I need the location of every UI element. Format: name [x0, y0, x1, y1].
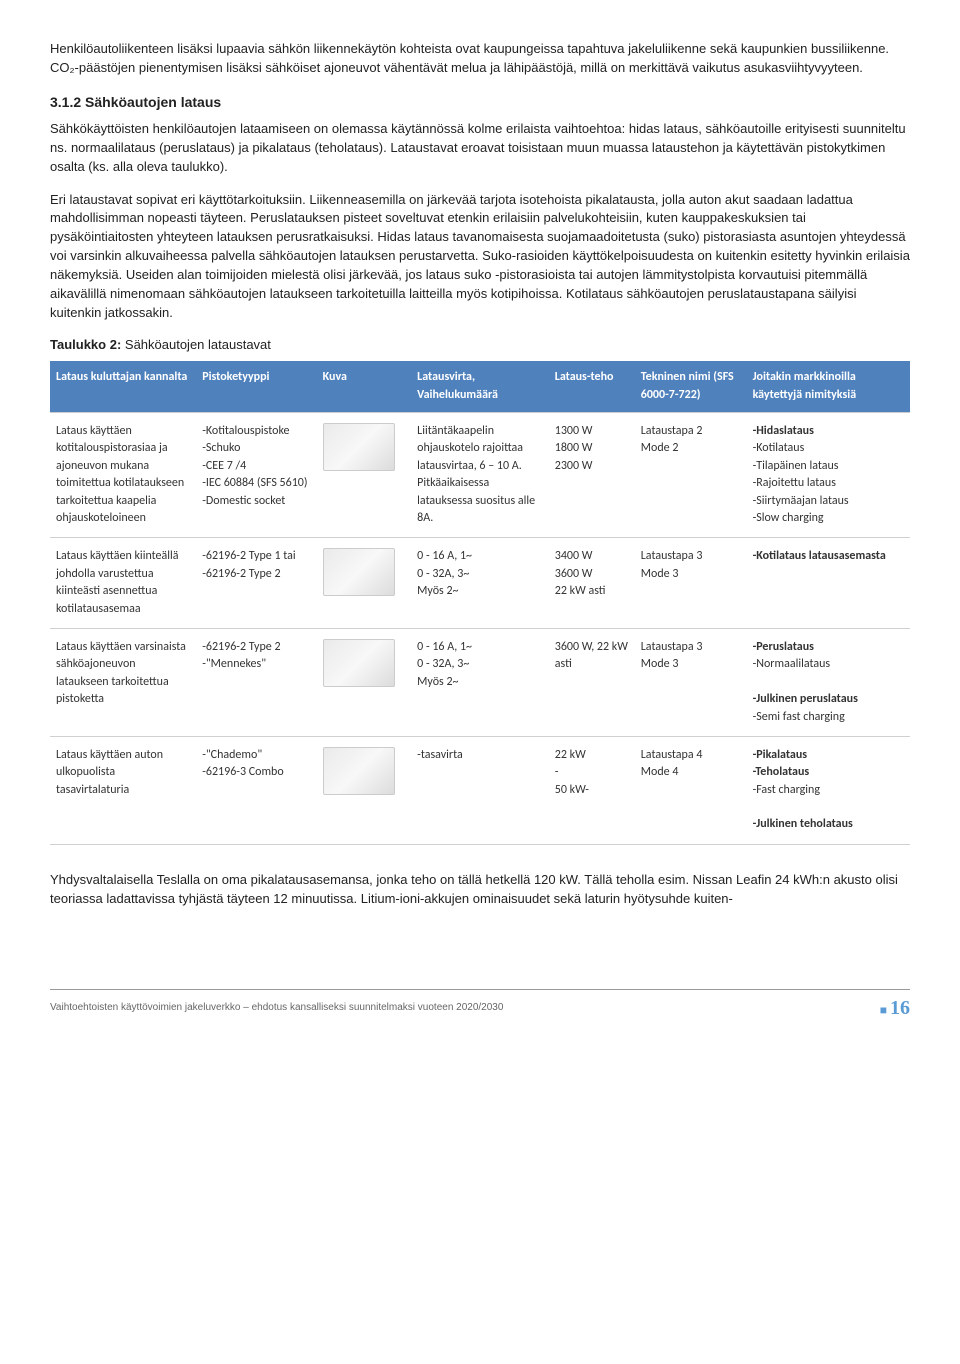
table-cell — [317, 413, 412, 538]
connector-image — [323, 423, 395, 471]
table-row: Lataus käyttäen kotitalouspistorasiaa ja… — [50, 413, 910, 538]
connector-image — [323, 747, 395, 795]
table-cell: Lataustapa 4 Mode 4 — [635, 736, 747, 844]
table-cell — [317, 628, 412, 736]
table-cell — [317, 538, 412, 629]
table-cell: Lataustapa 2 Mode 2 — [635, 413, 747, 538]
section-heading: 3.1.2 Sähköautojen lataus — [50, 92, 910, 112]
charging-modes-table: Lataus kuluttajan kannalta Pistoketyyppi… — [50, 361, 910, 845]
table-cell: -"Chademo" -62196-3 Combo — [196, 736, 316, 844]
table-cell: -Kotilataus latausasemasta — [747, 538, 910, 629]
footer-text: Vaihtoehtoisten käyttövoimien jakeluverk… — [50, 1001, 503, 1016]
table-cell: -Hidaslataus-Kotilataus-Tilapäinen latau… — [747, 413, 910, 538]
table-header-cell: Pistoketyyppi — [196, 361, 316, 412]
table-caption: Taulukko 2: Sähköautojen lataustavat — [50, 336, 910, 355]
table-caption-label: Taulukko 2: — [50, 337, 121, 352]
body-paragraph: Eri lataustavat sopivat eri käyttötarkoi… — [50, 191, 910, 323]
table-header-cell: Joitakin markkinoilla käytettyjä nimityk… — [747, 361, 910, 412]
table-cell: Lataus käyttäen varsinaista sähköajoneuv… — [50, 628, 196, 736]
table-cell: 0 - 16 A, 1~ 0 - 32A, 3~ Myös 2~ — [411, 628, 549, 736]
body-paragraph: Henkilöautoliikenteen lisäksi lupaavia s… — [50, 40, 910, 78]
connector-image — [323, 548, 395, 596]
table-cell: -62196-2 Type 1 tai -62196-2 Type 2 — [196, 538, 316, 629]
page-footer: Vaihtoehtoisten käyttövoimien jakeluverk… — [50, 989, 910, 1023]
table-cell: 0 - 16 A, 1~ 0 - 32A, 3~ Myös 2~ — [411, 538, 549, 629]
table-cell: -62196-2 Type 2 -"Mennekes" — [196, 628, 316, 736]
table-cell: -Peruslataus-Normaalilataus-Julkinen per… — [747, 628, 910, 736]
table-header-cell: Tekninen nimi (SFS 6000-7-722) — [635, 361, 747, 412]
table-row: Lataus käyttäen auton ulkopuolista tasav… — [50, 736, 910, 844]
connector-image — [323, 639, 395, 687]
table-cell: -Pikalataus-Teholataus-Fast charging-Jul… — [747, 736, 910, 844]
table-caption-text: Sähköautojen lataustavat — [121, 337, 271, 352]
table-cell: 1300 W 1800 W 2300 W — [549, 413, 635, 538]
table-header-cell: Kuva — [317, 361, 412, 412]
body-paragraph: Yhdysvaltalaisella Teslalla on oma pikal… — [50, 871, 910, 909]
table-cell: Liitäntäkaapelin ohjauskotelo rajoittaa … — [411, 413, 549, 538]
table-header-cell: Lataus-teho — [549, 361, 635, 412]
table-cell: Lataustapa 3 Mode 3 — [635, 538, 747, 629]
table-cell: Lataus käyttäen kotitalouspistorasiaa ja… — [50, 413, 196, 538]
table-row: Lataus käyttäen varsinaista sähköajoneuv… — [50, 628, 910, 736]
page-number: 16 — [880, 994, 910, 1023]
table-header-cell: Lataus kuluttajan kannalta — [50, 361, 196, 412]
table-cell: 3400 W 3600 W 22 kW asti — [549, 538, 635, 629]
table-cell — [317, 736, 412, 844]
body-paragraph: Sähkökäyttöisten henkilöautojen lataamis… — [50, 120, 910, 177]
table-header-cell: Latausvirta, Vaihelukumäärä — [411, 361, 549, 412]
table-row: Lataus käyttäen kiinteällä johdolla varu… — [50, 538, 910, 629]
table-cell: 3600 W, 22 kW asti — [549, 628, 635, 736]
table-header-row: Lataus kuluttajan kannalta Pistoketyyppi… — [50, 361, 910, 412]
table-cell: 22 kW - 50 kW- — [549, 736, 635, 844]
table-cell: -Kotitalouspistoke -Schuko -CEE 7 /4 -IE… — [196, 413, 316, 538]
table-cell: -tasavirta — [411, 736, 549, 844]
table-cell: Lataustapa 3 Mode 3 — [635, 628, 747, 736]
table-cell: Lataus käyttäen kiinteällä johdolla varu… — [50, 538, 196, 629]
table-cell: Lataus käyttäen auton ulkopuolista tasav… — [50, 736, 196, 844]
